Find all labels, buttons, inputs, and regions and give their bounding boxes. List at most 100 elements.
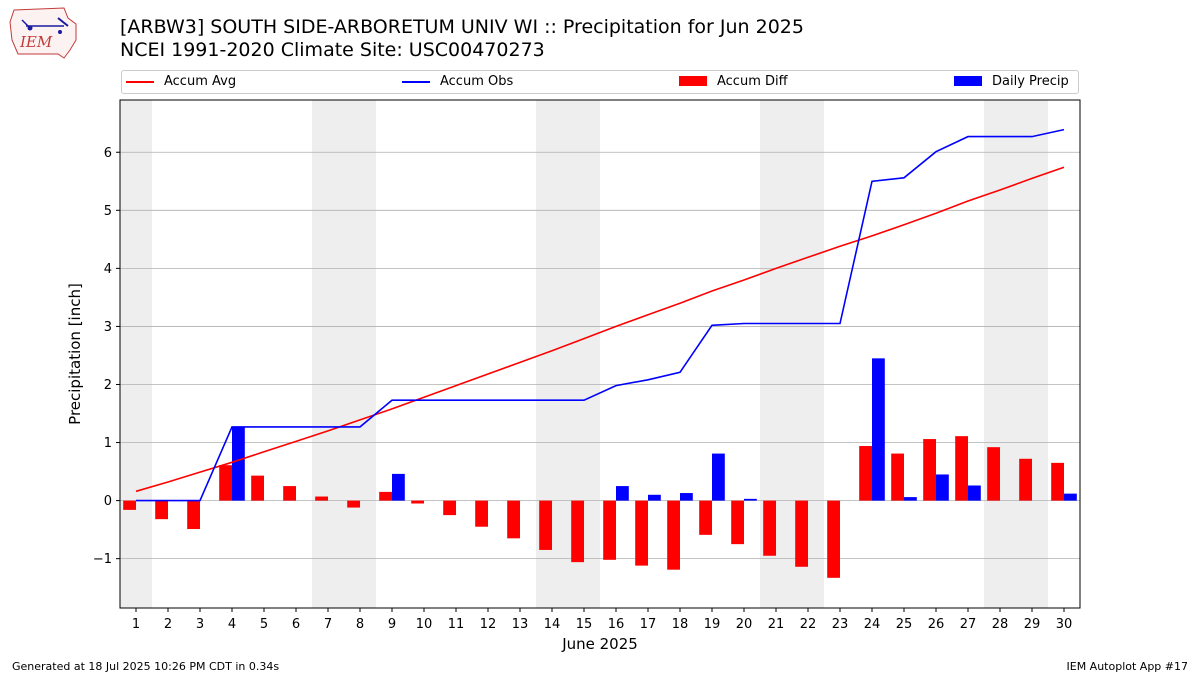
accum-diff-bar: [859, 446, 872, 501]
chart-legend: Accum Avg Accum Obs Accum Diff Daily Pre…: [121, 70, 1079, 94]
y-tick-label: 0: [104, 494, 112, 509]
x-axis-label: June 2025: [561, 635, 638, 653]
logo-text: IEM: [19, 33, 53, 51]
weekend-shade: [1016, 100, 1048, 608]
x-tick-label: 10: [416, 617, 433, 632]
accum-diff-bar: [763, 500, 776, 556]
accum-diff-bar: [123, 500, 136, 510]
y-tick-label: 3: [104, 320, 112, 335]
daily-precip-bar: [968, 485, 981, 501]
daily-precip-bar: [904, 497, 917, 501]
x-tick-label: 21: [768, 617, 785, 632]
accum-diff-bar: [539, 500, 552, 550]
x-tick-label: 29: [1024, 617, 1041, 632]
daily-precip-bar: [232, 426, 245, 501]
y-tick-label: 6: [104, 146, 112, 161]
accum-diff-bar: [251, 475, 264, 501]
accum-diff-bar: [699, 500, 712, 535]
legend-label-daily-precip: Daily Precip: [992, 74, 1069, 89]
generated-timestamp: Generated at 18 Jul 2025 10:26 PM CDT in…: [12, 660, 280, 673]
weekend-shade: [312, 100, 344, 608]
accum-diff-bar: [923, 439, 936, 501]
x-tick-label: 12: [480, 617, 497, 632]
y-tick-label: −1: [93, 552, 112, 567]
legend-label-accum-diff: Accum Diff: [717, 74, 788, 89]
accum-diff-bar: [155, 500, 168, 520]
legend-swatch-accum-obs: [402, 81, 430, 83]
accum-diff-bar: [955, 436, 968, 501]
accum-avg-line: [135, 166, 1065, 493]
app-credit: IEM Autoplot App #17: [1066, 660, 1189, 673]
accum-diff-bar: [315, 496, 328, 501]
x-tick-label: 17: [640, 617, 657, 632]
accum-diff-bar: [827, 500, 840, 578]
daily-precip-bar: [872, 358, 885, 501]
chart-subtitle: NCEI 1991-2020 Climate Site: USC00470273: [120, 39, 545, 61]
x-tick-label: 28: [992, 617, 1009, 632]
accum-diff-bar: [187, 500, 200, 530]
chart-title: [ARBW3] SOUTH SIDE-ARBORETUM UNIV WI :: …: [120, 16, 804, 38]
daily-precip-bar: [1064, 493, 1077, 501]
x-tick-label: 15: [576, 617, 593, 632]
x-tick-label: 20: [736, 617, 753, 632]
accum-diff-bar: [1019, 458, 1032, 501]
x-tick-label: 8: [356, 617, 364, 632]
accum-diff-bar: [379, 491, 392, 501]
y-tick-label: 4: [104, 262, 112, 277]
daily-precip-bar: [936, 474, 949, 501]
accum-obs-line: [136, 128, 1065, 502]
plot-frame: [119, 99, 1081, 609]
x-tick-label: 7: [324, 617, 332, 632]
accum-diff-bar: [795, 500, 808, 567]
accum-diff-bar: [571, 500, 584, 563]
iem-logo: IEM: [9, 7, 77, 59]
legend-label-accum-obs: Accum Obs: [440, 74, 514, 89]
accum-diff-bar: [987, 447, 1000, 501]
accum-diff-bar: [635, 500, 648, 566]
legend-label-accum-avg: Accum Avg: [164, 74, 237, 89]
daily-precip-bar: [648, 494, 661, 501]
accum-diff-bar: [283, 486, 296, 501]
x-tick-label: 11: [448, 617, 465, 632]
y-tick-label: 1: [104, 436, 112, 451]
weekend-shade: [120, 100, 152, 608]
accum-diff-bar: [667, 500, 680, 570]
x-tick-label: 2: [164, 617, 172, 632]
accum-diff-bar: [891, 453, 904, 501]
x-tick-label: 23: [832, 617, 849, 632]
legend-swatch-accum-avg: [126, 81, 154, 83]
y-axis-label: Precipitation [inch]: [66, 283, 84, 425]
accum-diff-bar: [1051, 462, 1064, 501]
x-tick-label: 1: [132, 617, 140, 632]
accum-diff-bar: [219, 465, 232, 501]
weekend-shade: [344, 100, 376, 608]
y-tick-label: 5: [104, 204, 112, 219]
accum-diff-bar: [411, 500, 424, 504]
x-tick-label: 25: [896, 617, 913, 632]
daily-precip-bar: [712, 453, 725, 501]
x-tick-label: 3: [196, 617, 204, 632]
weekend-shade: [984, 100, 1016, 608]
accum-diff-bar: [475, 500, 488, 527]
x-tick-label: 16: [608, 617, 625, 632]
x-tick-label: 27: [960, 617, 977, 632]
x-tick-label: 14: [544, 617, 561, 632]
x-tick-label: 18: [672, 617, 689, 632]
x-tick-label: 6: [292, 617, 300, 632]
x-tick-label: 19: [704, 617, 721, 632]
accum-diff-bar: [347, 500, 360, 508]
daily-precip-bar: [744, 498, 757, 501]
daily-precip-bar: [616, 486, 629, 501]
x-tick-label: 9: [388, 617, 396, 632]
x-tick-label: 5: [260, 617, 268, 632]
legend-swatch-daily-precip: [954, 76, 982, 86]
y-tick-label: 2: [104, 378, 112, 393]
x-tick-label: 30: [1056, 617, 1073, 632]
legend-swatch-accum-diff: [679, 76, 707, 86]
x-tick-label: 22: [800, 617, 817, 632]
x-tick-label: 4: [228, 617, 236, 632]
accum-diff-bar: [603, 500, 616, 560]
x-tick-label: 13: [512, 617, 529, 632]
x-tick-label: 24: [864, 617, 881, 632]
